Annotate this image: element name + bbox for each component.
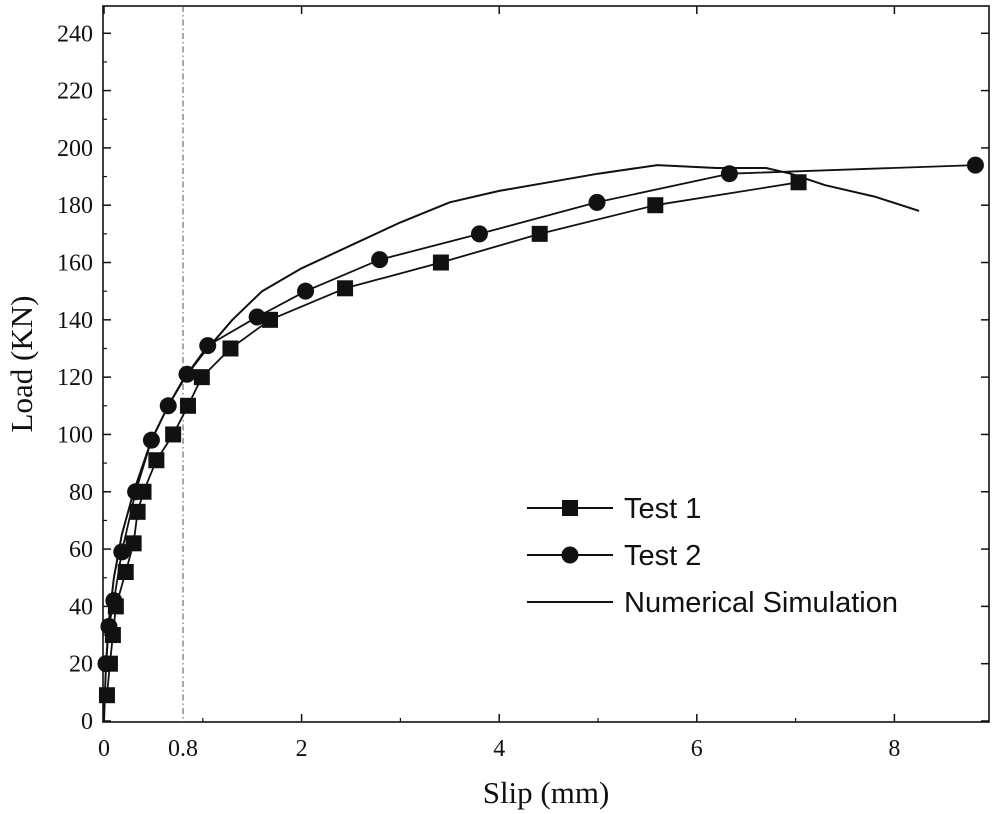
y-tick-label: 220 [57,79,93,105]
x-tick-label: 4 [493,736,505,762]
y-tick-label: 140 [57,308,93,334]
data-point-circle [248,308,266,326]
legend-marker-circle [561,546,579,564]
y-tick-label: 60 [69,537,93,563]
x-tick-label: 0 [98,736,110,762]
legend-label: Numerical Simulation [624,587,898,619]
y-tick-label: 20 [69,652,93,678]
data-point-circle [127,483,145,501]
legend-marker-square [562,500,578,516]
data-point-square [193,369,210,386]
data-point-circle [105,592,123,610]
legend-label: Test 1 [624,493,701,525]
legend-item: Test 1 [527,493,701,525]
series-line [103,164,920,722]
legend-label: Test 2 [624,540,701,572]
series-layer [97,156,984,722]
series-3 [103,164,920,722]
y-tick-label: 180 [57,193,93,219]
data-point-square [129,503,146,520]
legend-item: Numerical Simulation [527,587,898,619]
data-point-square [165,426,182,443]
plot-area-border [102,5,990,723]
y-tick-label: 200 [57,136,93,162]
y-tick-label: 40 [69,594,93,620]
data-point-square [432,254,449,271]
y-tick-label: 160 [57,251,93,277]
x-tick-label: 8 [888,736,900,762]
y-axis-title: Load (KN) [4,296,39,433]
data-point-square [117,563,134,580]
x-axis-title: Slip (mm) [483,775,610,810]
data-point-square [222,340,239,357]
data-point-circle [470,225,488,243]
legend-item: Test 2 [527,540,701,572]
data-point-square [125,535,142,552]
y-tick-label: 0 [81,709,93,735]
data-point-square [148,452,165,469]
data-point-circle [720,165,738,183]
y-tick-label: 120 [57,365,93,391]
x-tick-label: 6 [691,736,703,762]
y-tick-label: 80 [69,480,93,506]
data-point-square [531,225,548,242]
data-point-circle [297,282,315,300]
data-point-square [647,197,664,214]
data-point-square [337,280,354,297]
axis-layer: 0 20 40 60 80 100 120 140 160 180 200 220 240 0 0.8 2 4 6… [57,6,989,762]
data-point-square [261,311,278,328]
legend: Test 1 Test 2 Numerical Simulation [527,493,898,619]
data-point-square [98,687,115,704]
x-tick-label: 0.8 [168,736,198,762]
data-point-circle [199,337,217,355]
series-1 [98,174,807,704]
data-point-square [179,397,196,414]
data-point-circle [966,156,984,174]
y-tick-label: 240 [57,21,93,47]
data-point-circle [588,193,606,211]
x-tick-label: 2 [296,736,308,762]
data-point-circle [371,251,389,269]
y-tick-label: 100 [57,422,93,448]
data-point-circle [113,543,131,561]
plot-frame [102,5,990,723]
